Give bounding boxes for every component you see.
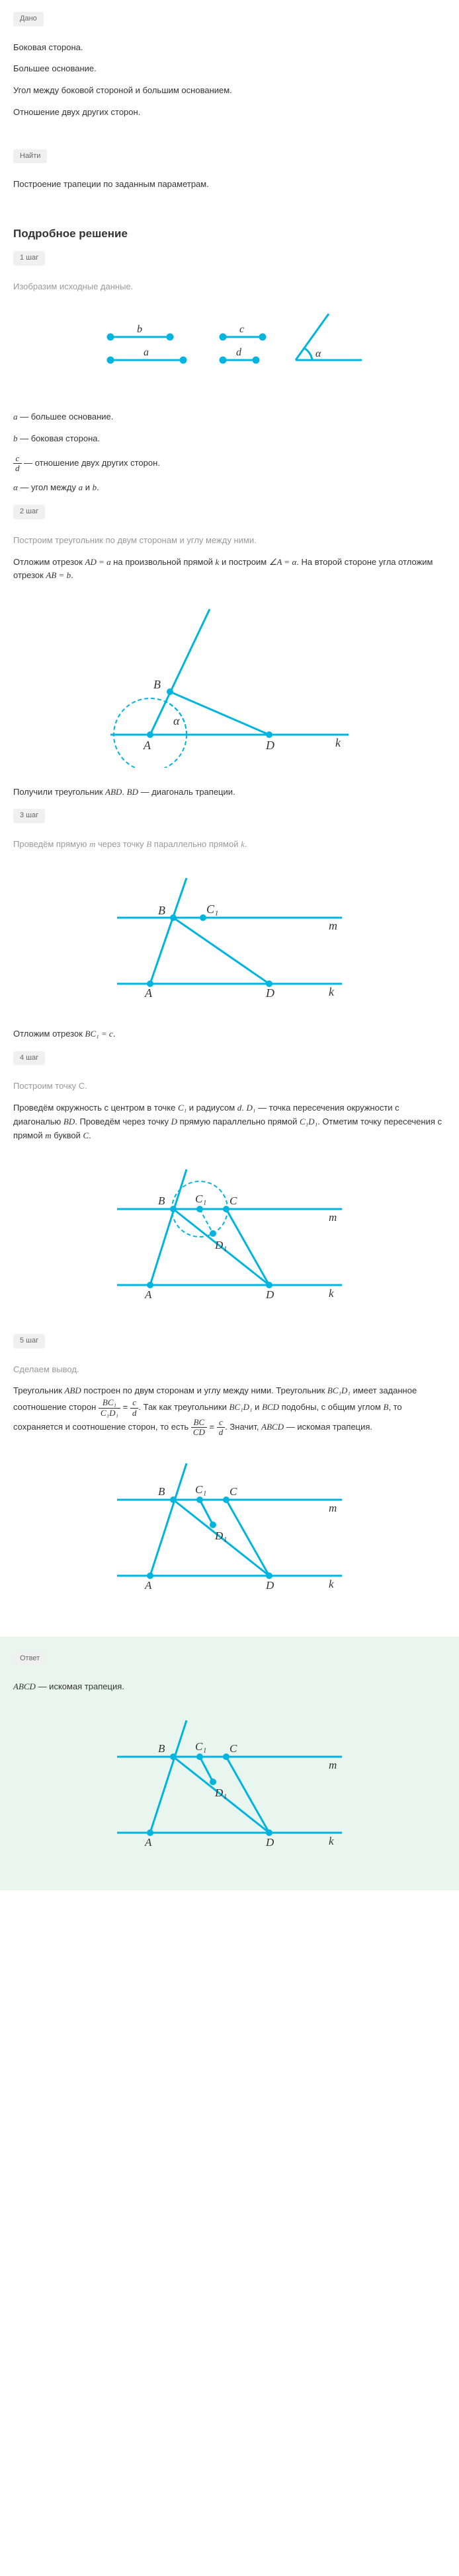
step4-intro: Построим точку C. bbox=[13, 1080, 446, 1093]
svg-text:m: m bbox=[329, 1759, 337, 1771]
svg-text:c: c bbox=[239, 324, 244, 335]
svg-text:k: k bbox=[329, 1578, 334, 1590]
svg-text:m: m bbox=[329, 1211, 337, 1224]
svg-text:k: k bbox=[329, 1287, 334, 1300]
step3-concl: Отложим отрезок BC₁ = c. bbox=[13, 1027, 446, 1041]
answer-text: ABCD — искомая трапеция. bbox=[13, 1680, 446, 1694]
find-badge: Найти bbox=[13, 149, 47, 164]
given-line-1: Боковая сторона. bbox=[13, 41, 446, 55]
step2-line1: Отложим отрезок AD = a на произвольной п… bbox=[13, 556, 446, 583]
step3-diagram: A D B C₁ k m bbox=[13, 865, 446, 1014]
svg-text:C: C bbox=[230, 1742, 237, 1755]
answer-section: Ответ ABCD — искомая трапеция. bbox=[0, 1637, 459, 1890]
step4-badge: 4 шаг bbox=[13, 1051, 45, 1066]
step2-badge: 2 шаг bbox=[13, 505, 45, 519]
solution-heading: Подробное решение bbox=[13, 225, 446, 242]
step4-diagram: A D B C₁ C D₁ k m bbox=[13, 1156, 446, 1319]
step3-intro: Проведём прямую m через точку B параллел… bbox=[13, 838, 446, 852]
step2-concl: Получили треугольник ABD. BD — диагональ… bbox=[13, 786, 446, 799]
svg-text:D: D bbox=[265, 1579, 274, 1592]
svg-text:C₁: C₁ bbox=[206, 902, 218, 916]
svg-text:D₁: D₁ bbox=[214, 1529, 227, 1542]
step5-intro: Сделаем вывод. bbox=[13, 1363, 446, 1377]
svg-text:B: B bbox=[158, 1195, 165, 1207]
svg-text:C₁: C₁ bbox=[195, 1740, 206, 1753]
svg-text:k: k bbox=[329, 1835, 334, 1847]
step3-badge: 3 шаг bbox=[13, 809, 45, 823]
svg-text:α: α bbox=[315, 348, 321, 359]
svg-text:A: A bbox=[143, 739, 151, 752]
svg-text:D: D bbox=[265, 986, 274, 1000]
svg-text:B: B bbox=[158, 904, 165, 917]
step4-line: Проведём окружность с центром в точке C₁… bbox=[13, 1101, 446, 1142]
step1-intro: Изобразим исходные данные. bbox=[13, 280, 446, 294]
step1-badge: 1 шаг bbox=[13, 251, 45, 266]
given-line-2: Большее основание. bbox=[13, 62, 446, 76]
svg-text:b: b bbox=[137, 324, 142, 335]
svg-text:B: B bbox=[153, 678, 161, 691]
step1-legend-alpha: α — угол между a и b. bbox=[13, 481, 446, 495]
step2-intro: Построим треугольник по двум сторонам и … bbox=[13, 534, 446, 548]
svg-text:α: α bbox=[173, 714, 180, 727]
svg-text:C: C bbox=[230, 1195, 237, 1207]
svg-text:d: d bbox=[236, 347, 242, 358]
given-line-3: Угол между боковой стороной и большим ос… bbox=[13, 84, 446, 98]
find-section: Найти Построение трапеции по заданным па… bbox=[0, 137, 459, 209]
step5-line: Треугольник ABD построен по двум сторона… bbox=[13, 1384, 446, 1437]
step5-diagram: A D B C₁ C D₁ k m bbox=[13, 1450, 446, 1606]
svg-text:C₁: C₁ bbox=[195, 1483, 206, 1496]
svg-text:k: k bbox=[335, 736, 341, 749]
svg-text:D: D bbox=[265, 1836, 274, 1849]
svg-text:B: B bbox=[158, 1485, 165, 1498]
svg-text:C: C bbox=[230, 1485, 237, 1498]
answer-diagram: A D B C₁ C D₁ k m bbox=[13, 1707, 446, 1863]
svg-text:k: k bbox=[329, 985, 335, 998]
given-badge: Дано bbox=[13, 12, 44, 26]
svg-text:m: m bbox=[329, 1502, 337, 1514]
svg-text:C₁: C₁ bbox=[195, 1193, 206, 1205]
step5-badge: 5 шаг bbox=[13, 1334, 45, 1348]
solution-section: Подробное решение 1 шаг Изобразим исходн… bbox=[0, 209, 459, 1630]
svg-text:A: A bbox=[144, 1579, 152, 1592]
step1-legend-a: a — большее основание. bbox=[13, 410, 446, 424]
svg-text:A: A bbox=[144, 1836, 152, 1849]
svg-text:D₁: D₁ bbox=[214, 1239, 227, 1251]
step2-diagram: A D B α k bbox=[13, 596, 446, 772]
svg-text:D: D bbox=[265, 739, 274, 752]
step1-diagram: b a c d α bbox=[13, 307, 446, 397]
find-line-1: Построение трапеции по заданным параметр… bbox=[13, 178, 446, 192]
svg-text:m: m bbox=[329, 919, 337, 932]
given-section: Дано Боковая сторона. Большее основание.… bbox=[0, 0, 459, 137]
svg-text:B: B bbox=[158, 1742, 165, 1755]
svg-text:A: A bbox=[144, 986, 153, 1000]
step1-legend-cd: cd — отношение двух других сторон. bbox=[13, 454, 446, 474]
answer-badge: Ответ bbox=[13, 1652, 46, 1666]
svg-text:A: A bbox=[144, 1288, 152, 1301]
step1-legend-b: b — боковая сторона. bbox=[13, 432, 446, 446]
svg-text:a: a bbox=[144, 347, 149, 358]
svg-text:D₁: D₁ bbox=[214, 1786, 227, 1799]
given-line-4: Отношение двух других сторон. bbox=[13, 106, 446, 120]
svg-text:D: D bbox=[265, 1288, 274, 1301]
